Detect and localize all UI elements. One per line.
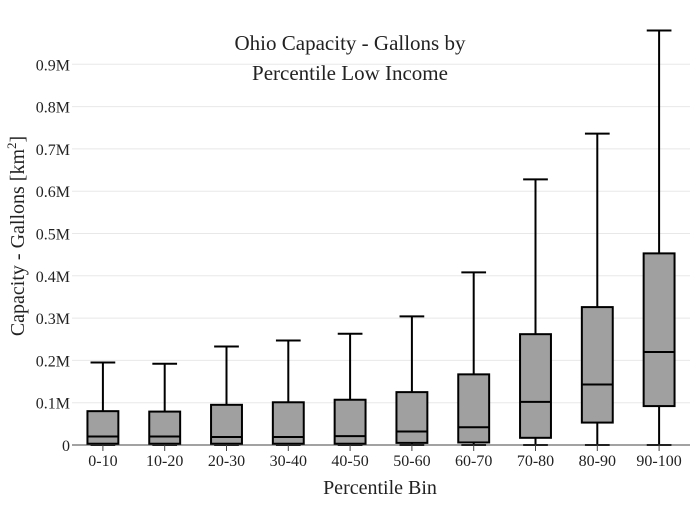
box-series [86, 29, 676, 446]
y-tick-label: 0.1M [36, 396, 70, 413]
box-40-50 [333, 332, 367, 446]
box-50-60 [395, 315, 429, 446]
y-tick-label: 0.8M [36, 100, 70, 117]
iqr-box [519, 333, 552, 439]
y-tick-label: 0.6M [36, 184, 70, 201]
x-tick-label: 20-30 [208, 453, 245, 470]
y-tick-label: 0.9M [36, 57, 70, 74]
box-80-90 [580, 132, 614, 446]
iqr-box [333, 398, 367, 445]
y-axis-title: Capacity - Gallons [km2] [4, 136, 29, 336]
iqr-box [86, 410, 120, 445]
iqr-box [642, 252, 676, 408]
y-axis-title-superscript: 2 [4, 142, 19, 149]
box-0-10 [86, 361, 120, 446]
y-tick-label: 0.7M [36, 142, 70, 159]
x-tick-label: 90-100 [636, 453, 681, 470]
iqr-box [580, 306, 614, 424]
x-tick-label: 70-80 [517, 453, 554, 470]
chart-title-line-1: Ohio Capacity - Gallons by [235, 31, 466, 55]
y-tick-label: 0.2M [36, 353, 70, 370]
x-tick-label: 0-10 [88, 453, 117, 470]
x-tick-label: 30-40 [270, 453, 307, 470]
x-tick-label: 10-20 [146, 453, 183, 470]
box-10-20 [148, 362, 182, 446]
box-20-30 [210, 345, 243, 446]
x-axis-title: Percentile Bin [323, 477, 437, 499]
box-30-40 [271, 339, 305, 446]
y-tick-label: 0.5M [36, 227, 70, 244]
gridlines [72, 63, 690, 404]
iqr-box [148, 410, 182, 445]
axes: 0 0.1M 0.2M 0.3M 0.4M 0.5M 0.6M 0.7M 0.8M 0.9M 0-1… [36, 57, 690, 470]
box-60-70 [457, 271, 491, 446]
y-tick-label: 0.3M [36, 311, 70, 328]
x-tick-label: 40-50 [331, 453, 368, 470]
box-70-80 [519, 178, 552, 446]
y-axis-title-end: ] [7, 136, 29, 143]
iqr-box [457, 373, 491, 444]
x-tick-label: 50-60 [393, 453, 430, 470]
y-tick-label: 0.4M [36, 269, 70, 286]
y-axis-title-main: Capacity - Gallons [km [7, 149, 29, 337]
x-tick-label: 60-70 [455, 453, 492, 470]
chart-title-line-2: Percentile Low Income [252, 61, 448, 85]
box-90-100 [642, 29, 676, 446]
y-tick-label: 0 [62, 438, 70, 455]
x-tick-label: 80-90 [579, 453, 616, 470]
iqr-box [395, 391, 429, 444]
